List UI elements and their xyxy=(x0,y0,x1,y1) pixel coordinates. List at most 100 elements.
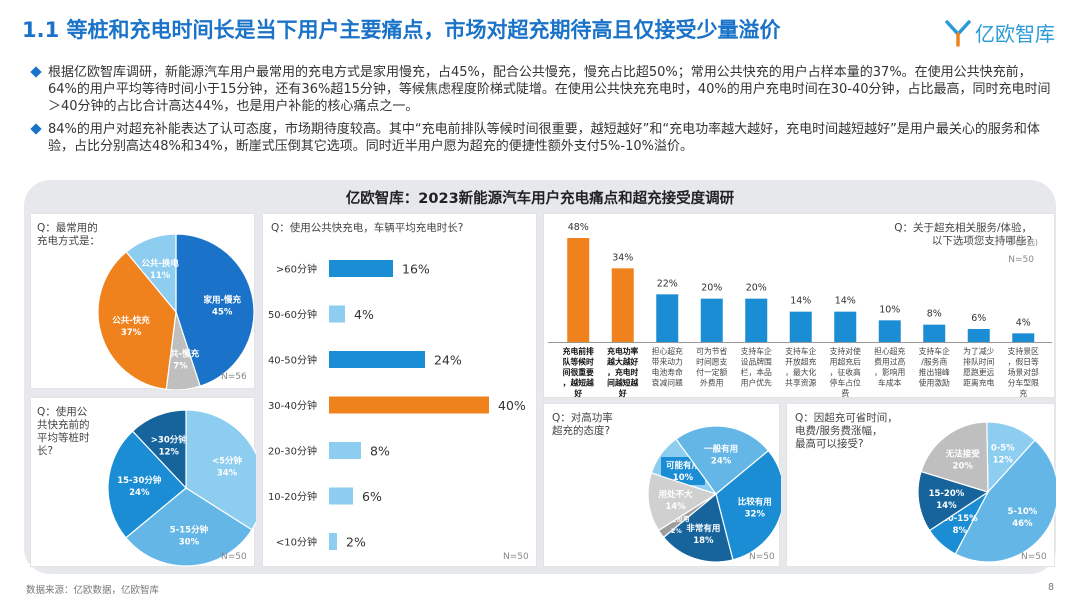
bar-value-label: 20% xyxy=(746,283,767,294)
n-attitude: N=50 xyxy=(749,552,775,562)
bar-category-label: 可为节省时间愿支付一定额外费用 xyxy=(696,346,727,388)
bar-category-label: 充电前排队等候时间很重要，越短越好 xyxy=(563,346,594,398)
pie-slice xyxy=(675,425,770,495)
bar xyxy=(329,487,353,505)
bar xyxy=(923,324,946,342)
hbar-fast-charge-duration: >60分钟 16% 50-60分钟 4% 40-50分钟 24% 30-40分钟 40% 20-… xyxy=(268,260,526,550)
n-fast-charge-duration: N=50 xyxy=(503,552,529,562)
pie-slice-value: 10% xyxy=(673,473,694,483)
question-note: (多选) xyxy=(1015,238,1038,247)
pie-slice-label: 家用-慢充 xyxy=(203,295,241,306)
bar xyxy=(329,260,393,277)
bar xyxy=(611,268,634,342)
bar-value-label: 10% xyxy=(879,304,900,315)
pie-slice-value: 20% xyxy=(953,461,974,471)
question-fast-charge-duration: Q：使用公共快充电，车辆平均充电时长? xyxy=(271,222,464,234)
pie-slice-label: 公共-慢充 xyxy=(162,349,200,360)
n-supercharge-service: N=50 xyxy=(1008,255,1034,265)
pie-slice-value: 37% xyxy=(121,328,142,338)
pie-slice xyxy=(97,251,177,390)
bar xyxy=(967,329,990,342)
pie-slice xyxy=(107,430,187,539)
pie-slice-label: 5-10% xyxy=(1008,507,1038,517)
card-attitude: Q：对高功率 超充的态度? 可能有用 10% 一般有用 24% 比较有用 32% 非常有用 1… xyxy=(543,403,781,567)
bar-category-label: 支持车企开放超充，最大化共享资源 xyxy=(785,346,816,388)
bar-value-label: 14% xyxy=(790,296,811,307)
pie-slice-label: 用处不大 xyxy=(658,489,694,500)
pie-slice-value: 8% xyxy=(953,526,968,536)
pie-slice-label: 0-5% xyxy=(991,444,1015,454)
bar-value-label: 14% xyxy=(835,296,856,307)
pie-slice xyxy=(125,487,253,567)
bar-value-label: 24% xyxy=(434,353,462,368)
bar-category-label: 支持对使用超充后，征收高停车占位费 xyxy=(830,346,861,398)
pie-slice-value: 30% xyxy=(179,538,200,548)
bar-category-label: 为了减少排队时间愿跑更远距离充电 xyxy=(963,346,994,388)
bar-value-label: 16% xyxy=(402,262,430,277)
bar xyxy=(656,294,679,342)
pie-slice-value: 45% xyxy=(212,308,233,318)
pie-slice-label: 公共-换电 xyxy=(141,258,179,269)
bar-category-label: 20-30分钟 xyxy=(268,445,317,458)
pie-slice xyxy=(125,233,177,314)
pie-slice xyxy=(647,472,718,532)
pie-slice-value: 34% xyxy=(217,468,238,478)
bar-category-label: 担心超充费用过高，影响用车成本 xyxy=(874,346,905,388)
page-title: 1.1 等桩和充电时间长是当下用户主要痛点，市场对超充期待高且仅接受少量溢价 xyxy=(22,18,781,42)
bar-value-label: 6% xyxy=(362,489,382,504)
pie-slice-label: 15-30分钟 xyxy=(117,475,162,486)
pie-slice-label: 一般有用 xyxy=(704,444,738,455)
bar-value-label: 2% xyxy=(346,535,366,550)
pie-slice-value: 11% xyxy=(150,271,171,281)
n-wait-time: N=50 xyxy=(221,552,247,562)
bar-value-label: 48% xyxy=(568,222,589,233)
pie-attitude: 可能有用10%一般有用24%比较有用32%非常有用18%完全没用2%用处不大14… xyxy=(647,425,781,563)
pie-slice-value: 12% xyxy=(993,456,1014,466)
pie-slice xyxy=(175,233,255,387)
logo-mark-icon xyxy=(945,19,971,47)
pie-slice-value: 7% xyxy=(173,362,188,372)
bar xyxy=(745,298,768,342)
card-premium: Q：因超充可省时间， 电费/服务费涨幅， 最高可以接受? 0-5% 12% 5-10… xyxy=(786,403,1056,567)
bar xyxy=(700,298,723,342)
bar-value-label: 8% xyxy=(927,309,942,320)
pie-slice xyxy=(715,449,781,561)
pie-slice-value: 14% xyxy=(665,502,686,512)
bar xyxy=(878,320,901,342)
question-premium: Q：因超充可省时间， 电费/服务费涨幅， 最高可以接受? xyxy=(795,412,898,450)
pie-charging-method: 家用-慢充 45% 公共-慢充 7% 公共-快充 37% 公共-换电 11% xyxy=(97,233,255,390)
bar-category-label: 30-40分钟 xyxy=(268,399,317,412)
bar-category-label: 50-60分钟 xyxy=(268,308,317,321)
card-fast-charge-duration: Q：使用公共快充电，车辆平均充电时长? >60分钟 16% 50-60分钟 4% 40-… xyxy=(262,213,537,567)
pie-slice-label: 非常有用 xyxy=(686,523,720,534)
pie-slice-label: 无法接受 xyxy=(945,448,981,459)
pie-slice-value: 14% xyxy=(936,501,957,511)
card-charging-method: Q：最常用的 充电方式是： 家用-慢充 45% 公共-慢充 7% 公共-快充 37% 公共-… xyxy=(30,213,255,390)
pie-slice-label: 可能有用 xyxy=(666,460,700,471)
pie-slice-value: 24% xyxy=(129,488,150,498)
bar-category-label: 40-50分钟 xyxy=(268,354,317,367)
bar-category-label: 担心超充带来动力电池寿命衰减问题 xyxy=(652,346,683,388)
pie-slice xyxy=(131,409,187,490)
source-note: 数据来源：亿欧数据，亿欧智库 xyxy=(26,585,160,596)
pie-wait-time: <5分钟 34% 5-15分钟 30% 15-30分钟 24% >30分钟 12% xyxy=(107,409,256,567)
n-premium: N=50 xyxy=(1021,552,1047,562)
pie-slice-label: 10-15% xyxy=(942,514,978,524)
pie-slice-label: 公共-快充 xyxy=(112,315,150,326)
pie-slice-value: 46% xyxy=(1012,519,1033,529)
pie-slice-value: 18% xyxy=(693,536,714,546)
pie-slice xyxy=(954,439,1056,563)
pie-slice-label: <5分钟 xyxy=(212,455,243,466)
panel-title: 亿欧智库：2023新能源汽车用户充电痛点和超充接受度调研 xyxy=(345,191,735,207)
question-supercharge-service: Q：关于超充相关服务/体验， 以下选项您支持哪些? xyxy=(894,222,1032,247)
bar-value-label: 8% xyxy=(370,444,390,459)
bullet-1: 根据亿欧智库调研，新能源汽车用户最常用的充电方式是家用慢充，占45%，配合公共慢… xyxy=(30,64,1060,115)
bullet-2: 84%的用户对超充补能表达了认可态度，市场期待度较高。其中“充电前排队等候时间很… xyxy=(30,121,1060,155)
bar-category-label: 10-20分钟 xyxy=(268,490,317,503)
pie-slice-value: 32% xyxy=(745,510,766,520)
bar-value-label: 4% xyxy=(1016,317,1031,328)
card-supercharge-service: Q：关于超充相关服务/体验， 以下选项您支持哪些? (多选) 48% 充电前排队等… xyxy=(543,213,1055,398)
bar xyxy=(834,311,857,342)
bar-value-label: 40% xyxy=(498,398,526,413)
bar xyxy=(567,238,590,342)
